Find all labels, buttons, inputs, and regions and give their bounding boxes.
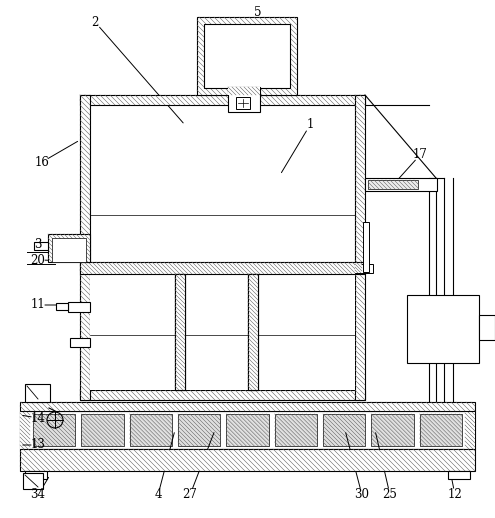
Text: 20: 20 — [31, 253, 46, 266]
Text: 30: 30 — [354, 488, 369, 501]
Bar — [479, 315, 495, 340]
Text: 12: 12 — [447, 488, 462, 501]
Text: 17: 17 — [412, 149, 428, 162]
Bar — [90, 105, 355, 390]
Bar — [228, 87, 260, 95]
Bar — [25, 471, 47, 479]
Bar — [33, 414, 75, 446]
Bar — [363, 222, 369, 272]
Bar — [355, 264, 362, 273]
Bar — [34, 242, 48, 250]
Bar — [70, 338, 90, 347]
Bar — [20, 449, 475, 471]
Bar — [20, 402, 475, 411]
Bar — [175, 274, 185, 390]
Bar — [371, 414, 414, 446]
Bar — [23, 473, 43, 489]
Text: 27: 27 — [183, 488, 198, 501]
Bar — [80, 262, 365, 274]
Bar — [80, 390, 365, 400]
Bar — [368, 180, 418, 189]
Bar — [248, 274, 258, 390]
Text: 16: 16 — [35, 155, 50, 168]
Text: 34: 34 — [31, 488, 46, 501]
Bar — [52, 238, 86, 262]
Text: 11: 11 — [31, 298, 46, 311]
Text: 3: 3 — [34, 238, 42, 252]
Bar — [80, 95, 365, 105]
Bar — [20, 411, 475, 449]
Bar — [197, 17, 297, 95]
Bar — [20, 411, 30, 449]
Text: 14: 14 — [31, 411, 46, 424]
Bar — [226, 414, 269, 446]
Bar — [275, 414, 317, 446]
Bar — [355, 95, 365, 400]
Bar — [175, 274, 185, 390]
Bar — [407, 295, 479, 363]
Bar — [204, 24, 290, 88]
Bar — [48, 234, 90, 262]
Bar — [248, 274, 258, 390]
Bar — [365, 178, 437, 191]
Text: 4: 4 — [154, 488, 162, 501]
Bar — [68, 302, 90, 312]
Bar — [355, 264, 373, 273]
Bar — [25, 384, 50, 402]
Bar — [236, 97, 250, 109]
Text: 5: 5 — [254, 6, 262, 19]
Text: 1: 1 — [306, 119, 314, 132]
Bar — [465, 411, 475, 449]
Bar — [448, 471, 470, 479]
Bar — [130, 414, 172, 446]
Bar — [90, 274, 355, 390]
Bar — [420, 414, 462, 446]
Bar — [323, 414, 365, 446]
Text: 25: 25 — [383, 488, 397, 501]
Bar — [80, 95, 90, 400]
Bar — [56, 303, 68, 310]
Text: 2: 2 — [91, 16, 99, 28]
Text: 13: 13 — [31, 439, 46, 452]
Bar — [178, 414, 220, 446]
Bar — [81, 414, 124, 446]
Bar — [228, 87, 260, 112]
